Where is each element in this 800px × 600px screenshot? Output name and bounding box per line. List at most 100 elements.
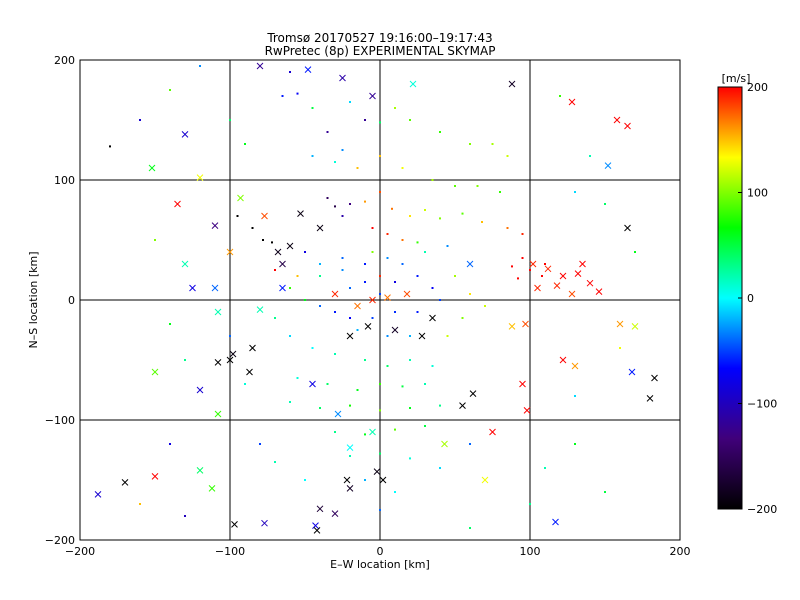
cross-point (309, 380, 316, 388)
cross-point (196, 467, 204, 474)
dot-point (184, 359, 186, 361)
cross-point (466, 260, 474, 268)
cross-point (256, 306, 264, 313)
dot-point (506, 155, 509, 157)
cross-stroke (459, 402, 466, 409)
dot-point (574, 191, 576, 193)
cross-point (441, 440, 448, 448)
cross-stroke (286, 242, 294, 250)
cross-stroke (151, 368, 159, 376)
cross-stroke (208, 485, 216, 492)
dot-point (409, 119, 411, 121)
dot-point (371, 227, 374, 229)
cross-point (571, 362, 579, 370)
dot-point (296, 275, 299, 277)
cross-point (651, 374, 658, 382)
x-tick-label: −100 (215, 545, 245, 558)
dot-point (349, 455, 351, 457)
cross-stroke (403, 290, 411, 298)
cross-point (373, 468, 381, 475)
y-tick-label: 0 (68, 294, 75, 307)
dot-point (529, 503, 531, 505)
dot-point (409, 215, 411, 217)
colorbar-tick-label: 0 (747, 292, 754, 305)
grid-lines (80, 60, 680, 540)
dot-point (446, 335, 449, 337)
dot-point (311, 155, 314, 157)
dot-point (439, 131, 441, 133)
cross-stroke (148, 164, 156, 172)
cross-stroke (343, 476, 351, 484)
x-axis-label: E–W location [km] (330, 558, 430, 571)
chart-title: Tromsø 20170527 19:16:00–19:17:43 (266, 31, 492, 45)
dot-point (469, 293, 471, 295)
cross-point (256, 62, 264, 70)
cross-point (121, 479, 129, 486)
cross-point (331, 290, 339, 298)
cross-point (595, 288, 603, 295)
cross-point (237, 194, 244, 202)
cross-stroke (181, 260, 189, 268)
cross-point (522, 320, 529, 328)
cross-point (208, 485, 216, 492)
y-axis-label: N–S location [km] (27, 251, 40, 348)
dot-point (461, 212, 464, 215)
cross-stroke (279, 260, 286, 268)
dot-point (139, 503, 141, 505)
dot-point (341, 215, 344, 217)
cross-point (261, 519, 268, 527)
dot-point (364, 200, 366, 203)
cross-point (214, 359, 222, 366)
cross-stroke (508, 80, 516, 88)
cross-point (196, 386, 204, 394)
cross-stroke (231, 521, 238, 528)
cross-stroke (312, 522, 319, 529)
dot-point (424, 383, 426, 385)
cross-stroke (214, 359, 222, 366)
cross-stroke (274, 248, 282, 256)
cross-stroke (508, 323, 516, 330)
dot-point (574, 443, 576, 445)
cross-point (369, 296, 376, 304)
dot-point (544, 263, 546, 265)
dot-point (499, 191, 501, 193)
cross-stroke (559, 272, 567, 280)
cross-point (214, 410, 222, 418)
dot-point (424, 209, 426, 211)
dot-point (349, 404, 351, 407)
cross-point (544, 265, 552, 273)
cross-stroke (226, 356, 234, 364)
cross-point (226, 248, 234, 256)
cross-stroke (481, 476, 489, 484)
cross-stroke (316, 224, 324, 232)
dot-point (401, 263, 404, 265)
cross-stroke (196, 174, 204, 181)
dot-point (334, 353, 336, 355)
cross-stroke (529, 260, 537, 268)
cross-point (174, 200, 181, 208)
dot-point (296, 377, 299, 379)
y-axis-ticks: −200 −100 0 100 200 (45, 54, 680, 547)
dot-point (341, 269, 344, 271)
cross-stroke (604, 162, 612, 169)
cross-stroke (189, 284, 196, 292)
dot-point (356, 167, 359, 169)
cross-point (604, 162, 612, 169)
cross-point (508, 323, 516, 330)
dot-point (394, 281, 396, 283)
cross-point (364, 323, 372, 330)
cross-stroke (466, 260, 474, 268)
dot-point (401, 167, 404, 169)
cross-point (286, 242, 294, 250)
cross-stroke (523, 407, 531, 414)
dot-point (409, 457, 411, 460)
cross-point (343, 476, 351, 484)
dot-point (169, 323, 171, 325)
dot-point (281, 95, 284, 97)
dot-point (424, 251, 426, 253)
dot-point (334, 311, 336, 313)
cross-stroke (309, 380, 316, 388)
cross-point (469, 390, 477, 397)
cross-point (369, 428, 376, 436)
dot-point (341, 257, 344, 259)
